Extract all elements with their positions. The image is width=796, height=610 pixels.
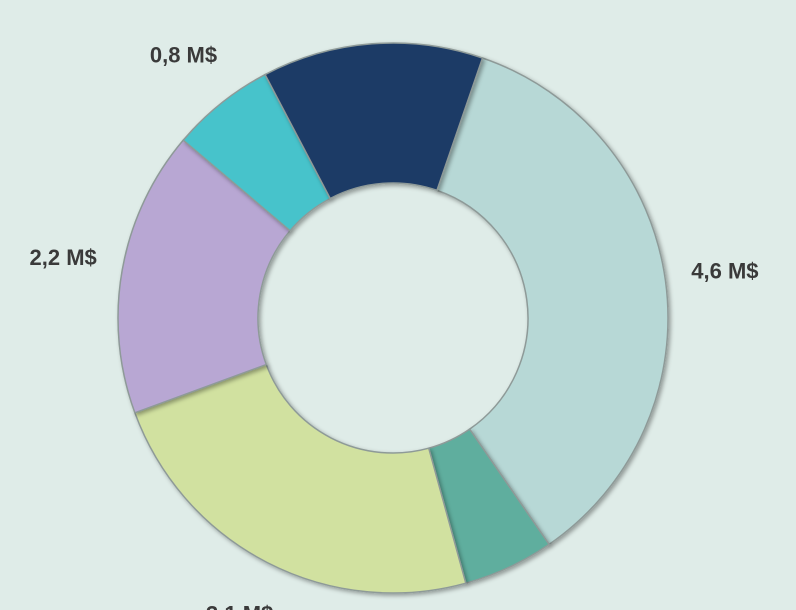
donut-slice bbox=[435, 57, 669, 546]
donut-slice bbox=[133, 363, 467, 594]
data-label: 4,6 M$ bbox=[691, 258, 758, 283]
donut-slice bbox=[117, 139, 292, 414]
data-label: 3,1 M$ bbox=[206, 602, 273, 610]
data-label: 0,7 M$ bbox=[501, 608, 568, 610]
data-label: 2,2 M$ bbox=[30, 245, 97, 270]
data-label: 0,8 M$ bbox=[150, 42, 217, 67]
donut-slice bbox=[264, 42, 484, 200]
